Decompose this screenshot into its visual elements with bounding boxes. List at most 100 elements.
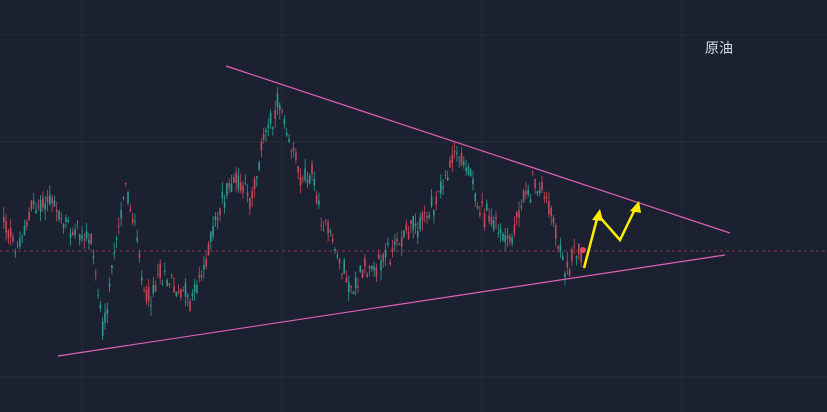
candle-body — [14, 252, 17, 254]
candle-body — [308, 175, 311, 184]
candle-body — [223, 202, 226, 208]
candle-body — [387, 242, 389, 245]
candle-body — [538, 189, 541, 194]
candle-body — [258, 162, 260, 170]
candle-body — [449, 160, 451, 168]
candle-body — [49, 194, 51, 205]
candle-body — [134, 221, 136, 223]
candle-body — [180, 288, 182, 298]
candle-body — [561, 255, 564, 261]
candle-body — [67, 220, 69, 223]
candle-body — [336, 255, 339, 258]
candle-body — [150, 304, 152, 306]
candle-body — [352, 291, 355, 294]
candle-body — [573, 245, 575, 247]
arrow-head — [592, 209, 603, 221]
candle-body — [124, 183, 127, 185]
candle-body — [354, 277, 357, 289]
candle-body — [518, 210, 520, 218]
candle-body — [83, 239, 86, 241]
candle-body — [219, 208, 221, 216]
candle-body — [380, 260, 382, 271]
candle-body — [260, 141, 263, 151]
candle-body — [60, 218, 63, 220]
candle-body — [405, 223, 408, 231]
candle-body — [23, 225, 26, 235]
candle-body — [557, 246, 559, 249]
candle-body — [334, 248, 336, 252]
candle-body — [21, 237, 23, 239]
candle-body — [189, 301, 191, 311]
candle-body — [430, 196, 433, 207]
forecast-arrows — [582, 206, 638, 269]
candle-body — [235, 172, 237, 183]
candle-body — [302, 179, 304, 181]
candle-body — [394, 241, 396, 245]
candle-body — [288, 138, 290, 142]
candle-body — [249, 197, 251, 209]
upper-trendline — [225, 65, 731, 234]
candle-body — [256, 176, 258, 178]
candle-body — [35, 209, 37, 214]
candle-body — [453, 150, 456, 153]
candles — [3, 87, 582, 340]
candle-body — [279, 105, 281, 110]
candle-body — [460, 152, 463, 165]
candle-body — [495, 217, 497, 220]
candle-body — [230, 183, 233, 192]
candle-body — [85, 231, 88, 239]
candle-body — [419, 217, 421, 230]
candle-body — [373, 266, 375, 271]
candle-body — [113, 252, 115, 255]
candle-body — [42, 197, 44, 208]
candle-body — [138, 253, 141, 258]
candle-body — [274, 110, 276, 119]
candle-body — [72, 232, 74, 235]
candle-body — [329, 230, 332, 233]
candle-body — [410, 220, 412, 225]
candle-body — [433, 210, 435, 216]
candle-body — [368, 266, 371, 269]
candle-body — [53, 200, 56, 207]
candle-body — [170, 274, 173, 277]
candle-body — [191, 293, 194, 297]
candle-body — [182, 290, 184, 292]
candle-body — [129, 209, 132, 212]
candle-body — [529, 199, 532, 203]
candle-body — [154, 285, 157, 292]
candle-body — [131, 218, 134, 223]
candle-body — [267, 124, 270, 128]
candle-body — [233, 177, 235, 183]
candle-body — [575, 255, 578, 258]
last-price-dot — [580, 247, 586, 253]
candle-body — [152, 284, 155, 294]
candle-body — [446, 177, 449, 181]
candle-body — [492, 220, 495, 231]
symbol-label: 原油 — [705, 41, 733, 57]
candle-body — [44, 203, 46, 211]
candle-body — [348, 282, 350, 293]
candle-body — [9, 227, 12, 238]
candle-body — [69, 233, 72, 238]
candle-body — [543, 197, 546, 199]
candle-body — [58, 210, 60, 220]
candle-body — [164, 270, 166, 272]
candle-body — [502, 233, 504, 241]
candle-body — [196, 284, 198, 293]
candle-body — [486, 203, 488, 211]
candle-body — [437, 191, 440, 193]
candle-body — [497, 232, 500, 234]
candle-body — [341, 273, 343, 275]
candle-body — [476, 206, 479, 209]
candle-body — [120, 210, 122, 219]
candle-body — [37, 206, 40, 208]
candle-body — [7, 230, 10, 239]
candle-body — [242, 185, 244, 194]
candle-body — [207, 243, 210, 256]
arrow-path — [582, 206, 638, 269]
candle-body — [239, 182, 242, 191]
candle-body — [490, 216, 493, 225]
candle-body — [400, 236, 403, 248]
candle-body — [511, 237, 513, 244]
candle-body — [571, 248, 573, 261]
